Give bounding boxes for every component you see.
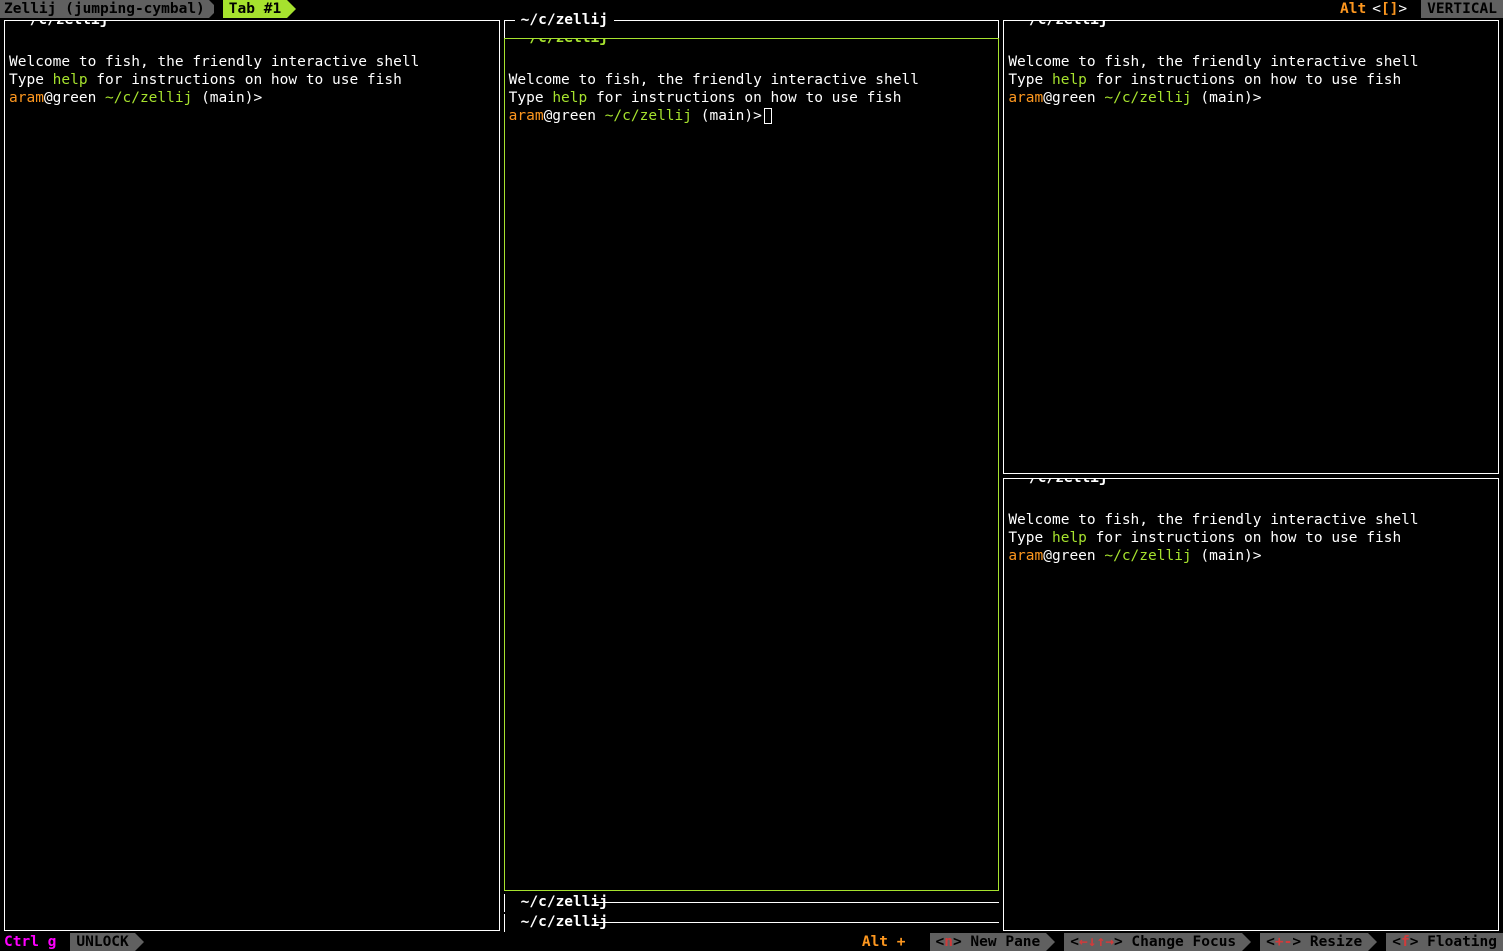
prompt-user: aram [1008,90,1043,106]
collapsed-pane-1[interactable]: ~/c/zellij [504,894,1000,912]
top-bar-right: Alt <[]> VERTICAL [1340,0,1503,18]
column-1: ~/c/zellij Welcome to fish, the friendly… [2,18,502,933]
cursor-icon [764,108,772,124]
pane-title: ~/c/zellij [1014,478,1113,487]
pane-middle-header-stub: ~/c/zellij [504,20,1000,38]
column-2: ~/c/zellij ~/c/zellij Welcome to fish, t… [502,18,1002,933]
prompt-user: aram [509,108,544,124]
bracket-inner: [] [1381,0,1398,18]
prompt-host: @green [1043,548,1104,564]
hint-bracket: < [1266,934,1275,950]
prompt-branch: (main)> [1192,548,1262,564]
pane-content: Welcome to fish, the friendly interactiv… [1008,493,1494,566]
prompt-host: @green [44,90,105,106]
pane-left[interactable]: ~/c/zellij Welcome to fish, the friendly… [4,20,500,931]
hint-label: Resize [1301,934,1362,950]
tab-chip[interactable]: Tab #1 [223,0,287,18]
help-word: help [552,90,587,106]
hint-label: Change Focus [1123,934,1237,950]
hint-floating[interactable]: <f> Floating [1386,933,1503,951]
stub-line [595,922,1000,923]
pane-content: Welcome to fish, the friendly interactiv… [509,53,995,126]
mode-chip: VERTICAL [1421,0,1503,18]
hint-new-pane[interactable]: <n> New Pane [930,933,1047,951]
stub-line [595,902,1000,903]
bracket-open: < [1372,0,1381,18]
prompt-user: aram [9,90,44,106]
workspace: ~/c/zellij Welcome to fish, the friendly… [0,18,1503,933]
collapsed-pane-2[interactable]: ~/c/zellij [504,914,1000,932]
pane-title: ~/c/zellij [515,38,614,47]
prompt-path: ~/c/zellij [1104,90,1191,106]
hint-key: ←↓↑→ [1079,934,1114,950]
pane-content: Welcome to fish, the friendly interactiv… [9,35,495,108]
help-word: help [1052,72,1087,88]
shell-welcome: Welcome to fish, the friendly interactiv… [9,53,495,71]
hint-key: f [1401,934,1410,950]
session-chip[interactable]: Zellij (jumping-cymbal) [0,0,209,18]
bottom-bar-left: Ctrl g UNLOCK [0,933,135,951]
pane-right-top[interactable]: ~/c/zellij Welcome to fish, the friendly… [1003,20,1499,474]
type-prefix: Type [9,72,53,88]
prompt-path: ~/c/zellij [105,90,192,106]
hint-bracket: < [1070,934,1079,950]
alt-plus-label: Alt + [862,933,906,951]
hint-change-focus[interactable]: <←↓↑→> Change Focus [1064,933,1242,951]
top-bar-left: Zellij (jumping-cymbal) Tab #1 [0,0,287,18]
hint-bracket: < [1392,934,1401,950]
pane-content: Welcome to fish, the friendly interactiv… [1008,35,1494,108]
type-suffix: for instructions on how to use fish [1087,530,1401,546]
type-suffix: for instructions on how to use fish [88,72,402,88]
top-bar: Zellij (jumping-cymbal) Tab #1 Alt <[]> … [0,0,1503,18]
zellij-screen: Zellij (jumping-cymbal) Tab #1 Alt <[]> … [0,0,1503,951]
pane-title: ~/c/zellij [1014,20,1113,29]
hint-key: n [944,934,953,950]
help-word: help [53,72,88,88]
alt-label: Alt [1340,0,1366,18]
hint-bracket: > [953,934,962,950]
pane-right-bottom[interactable]: ~/c/zellij Welcome to fish, the friendly… [1003,478,1499,932]
hint-bracket: > [1292,934,1301,950]
shell-welcome: Welcome to fish, the friendly interactiv… [1008,53,1494,71]
hint-bracket: < [936,934,945,950]
stub-title: ~/c/zellij [515,11,614,29]
hint-label: Floating [1418,934,1497,950]
type-prefix: Type [1008,530,1052,546]
hint-bracket: > [1114,934,1123,950]
help-word: help [1052,530,1087,546]
type-suffix: for instructions on how to use fish [1087,72,1401,88]
prompt-host: @green [1043,90,1104,106]
prompt-branch: (main)> [192,90,262,106]
bracket-close: > [1398,0,1407,18]
type-prefix: Type [509,90,553,106]
unlock-chip[interactable]: UNLOCK [70,933,134,951]
hint-key: +- [1275,934,1292,950]
bottom-bar: Ctrl g UNLOCK Alt + <n> New Pane <←↓↑→> … [0,933,1503,951]
hint-resize[interactable]: <+-> Resize [1260,933,1368,951]
prompt-user: aram [1008,548,1043,564]
type-suffix: for instructions on how to use fish [587,90,901,106]
bottom-bar-right: Alt + <n> New Pane <←↓↑→> Change Focus <… [862,933,1503,951]
hint-label: New Pane [962,934,1041,950]
prompt-host: @green [544,108,605,124]
type-prefix: Type [1008,72,1052,88]
prompt-path: ~/c/zellij [1104,548,1191,564]
shell-welcome: Welcome to fish, the friendly interactiv… [509,71,995,89]
prompt-branch: (main)> [692,108,762,124]
shell-welcome: Welcome to fish, the friendly interactiv… [1008,511,1494,529]
prompt-path: ~/c/zellij [605,108,692,124]
pane-middle-active[interactable]: ~/c/zellij Welcome to fish, the friendly… [504,38,1000,891]
ctrl-g-label: Ctrl g [0,933,60,951]
pane-title: ~/c/zellij [15,20,114,29]
prompt-branch: (main)> [1192,90,1262,106]
column-3: ~/c/zellij Welcome to fish, the friendly… [1001,18,1501,933]
